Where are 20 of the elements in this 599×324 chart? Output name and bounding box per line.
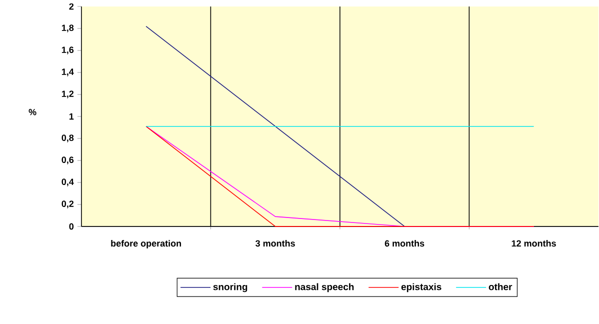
y-tick-label: 1,4 <box>62 68 74 76</box>
y-tick-label: 0,6 <box>62 156 74 164</box>
y-tick-label: 2 <box>69 3 74 10</box>
y-tick-label: 1 <box>69 113 74 120</box>
y-axis-title: % <box>28 108 36 116</box>
x-tick-label: 12 months <box>512 240 556 246</box>
y-tick-label: 0,8 <box>62 134 74 142</box>
y-tick-label: 1,6 <box>62 46 74 54</box>
y-tick-label: 1,2 <box>62 90 74 98</box>
y-tick-label: 1,8 <box>62 24 74 32</box>
y-tick-label: 0,2 <box>62 200 74 208</box>
legend-label: epistaxis <box>401 283 442 292</box>
y-tick-label: 0 <box>69 223 74 230</box>
x-tick-label: before operation <box>111 240 181 248</box>
legend-label: snoring <box>213 283 248 292</box>
legend-label: other <box>488 283 512 290</box>
x-tick-label: 3 months <box>256 240 295 246</box>
legend-label: nasal speech <box>295 283 354 292</box>
x-tick-label: 6 months <box>384 240 424 246</box>
y-tick-label: 0,4 <box>62 178 74 186</box>
